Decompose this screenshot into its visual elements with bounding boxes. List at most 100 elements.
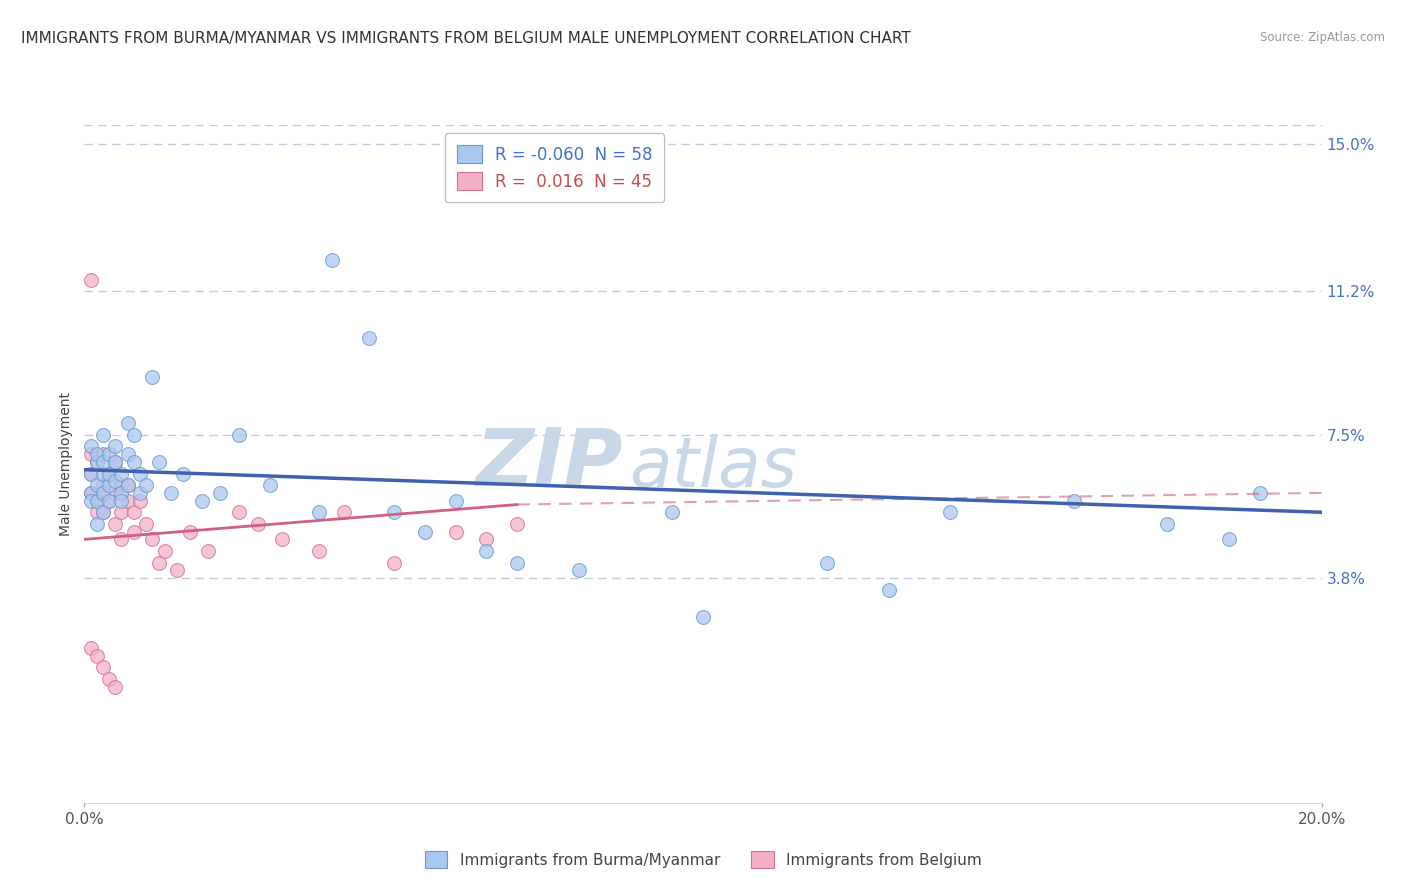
- Point: [333, 505, 356, 519]
- Point: [98, 493, 121, 508]
- Point: [506, 516, 529, 531]
- Point: [568, 563, 591, 577]
- Point: [939, 505, 962, 519]
- Point: [110, 493, 132, 508]
- Point: [98, 467, 121, 481]
- Point: [246, 516, 269, 531]
- Point: [91, 427, 114, 442]
- Point: [148, 556, 170, 570]
- Point: [357, 331, 380, 345]
- Point: [79, 439, 101, 453]
- Point: [79, 467, 101, 481]
- Point: [91, 486, 114, 500]
- Point: [444, 493, 467, 508]
- Point: [104, 455, 127, 469]
- Point: [104, 475, 127, 489]
- Point: [86, 455, 108, 469]
- Legend: Immigrants from Burma/Myanmar, Immigrants from Belgium: Immigrants from Burma/Myanmar, Immigrant…: [418, 844, 988, 875]
- Point: [815, 556, 838, 570]
- Point: [166, 563, 188, 577]
- Point: [104, 516, 127, 531]
- Point: [179, 524, 201, 539]
- Point: [209, 486, 232, 500]
- Point: [117, 416, 139, 430]
- Point: [197, 544, 219, 558]
- Point: [91, 447, 114, 461]
- Point: [160, 486, 183, 500]
- Point: [475, 544, 498, 558]
- Point: [506, 556, 529, 570]
- Point: [110, 478, 132, 492]
- Point: [91, 505, 114, 519]
- Text: atlas: atlas: [628, 434, 797, 500]
- Point: [91, 455, 114, 469]
- Point: [98, 493, 121, 508]
- Point: [91, 478, 114, 492]
- Point: [122, 505, 145, 519]
- Point: [877, 582, 900, 597]
- Point: [86, 648, 108, 663]
- Point: [148, 455, 170, 469]
- Point: [259, 478, 281, 492]
- Point: [91, 505, 114, 519]
- Point: [271, 533, 294, 547]
- Point: [129, 493, 152, 508]
- Point: [228, 505, 250, 519]
- Point: [692, 610, 714, 624]
- Legend: R = -0.060  N = 58, R =  0.016  N = 45: R = -0.060 N = 58, R = 0.016 N = 45: [444, 133, 664, 202]
- Point: [98, 467, 121, 481]
- Point: [86, 493, 108, 508]
- Point: [321, 253, 343, 268]
- Point: [104, 439, 127, 453]
- Point: [117, 447, 139, 461]
- Point: [382, 556, 405, 570]
- Point: [91, 486, 114, 500]
- Point: [191, 493, 214, 508]
- Point: [79, 486, 101, 500]
- Point: [110, 533, 132, 547]
- Point: [98, 447, 121, 461]
- Point: [117, 493, 139, 508]
- Point: [135, 478, 157, 492]
- Point: [172, 467, 194, 481]
- Point: [141, 533, 163, 547]
- Point: [135, 516, 157, 531]
- Point: [228, 427, 250, 442]
- Point: [129, 467, 152, 481]
- Point: [79, 493, 101, 508]
- Point: [104, 455, 127, 469]
- Point: [86, 505, 108, 519]
- Point: [98, 478, 121, 492]
- Point: [79, 447, 101, 461]
- Point: [1218, 533, 1240, 547]
- Point: [86, 455, 108, 469]
- Point: [153, 544, 176, 558]
- Point: [117, 478, 139, 492]
- Point: [110, 486, 132, 500]
- Text: IMMIGRANTS FROM BURMA/MYANMAR VS IMMIGRANTS FROM BELGIUM MALE UNEMPLOYMENT CORRE: IMMIGRANTS FROM BURMA/MYANMAR VS IMMIGRA…: [21, 31, 911, 46]
- Point: [661, 505, 683, 519]
- Point: [104, 680, 127, 694]
- Point: [104, 486, 127, 500]
- Point: [91, 467, 114, 481]
- Point: [382, 505, 405, 519]
- Point: [86, 493, 108, 508]
- Point: [79, 486, 101, 500]
- Text: Source: ZipAtlas.com: Source: ZipAtlas.com: [1260, 31, 1385, 45]
- Point: [122, 427, 145, 442]
- Point: [122, 455, 145, 469]
- Point: [122, 524, 145, 539]
- Point: [110, 505, 132, 519]
- Point: [86, 516, 108, 531]
- Point: [308, 544, 330, 558]
- Point: [1156, 516, 1178, 531]
- Point: [79, 273, 101, 287]
- Point: [141, 369, 163, 384]
- Point: [110, 467, 132, 481]
- Point: [444, 524, 467, 539]
- Y-axis label: Male Unemployment: Male Unemployment: [59, 392, 73, 536]
- Point: [1063, 493, 1085, 508]
- Point: [308, 505, 330, 519]
- Point: [1249, 486, 1271, 500]
- Point: [475, 533, 498, 547]
